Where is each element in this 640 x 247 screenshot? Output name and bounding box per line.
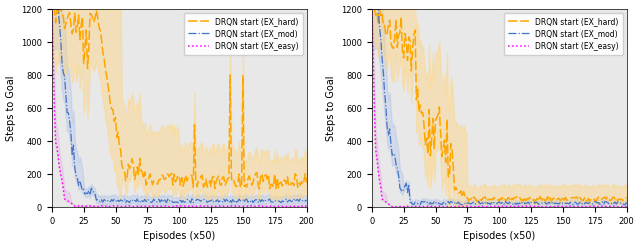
DRQN start (EX_mod) <box>141 198 148 201</box>
DRQN start (EX_mod) <box>155 198 163 201</box>
DRQN start (EX_hard) <box>282 182 290 185</box>
Y-axis label: Steps to Goal: Steps to Goal <box>326 75 335 141</box>
DRQN start (EX_mod) <box>71 166 79 169</box>
DRQN start (EX_hard) <box>141 171 148 174</box>
DRQN start (EX_easy) <box>507 205 515 208</box>
DRQN start (EX_mod) <box>49 8 57 11</box>
DRQN start (EX_easy) <box>282 205 290 208</box>
DRQN start (EX_mod) <box>48 8 56 11</box>
DRQN start (EX_hard) <box>155 178 163 181</box>
DRQN start (EX_easy) <box>369 57 377 60</box>
DRQN start (EX_easy) <box>476 205 484 208</box>
Line: DRQN start (EX_hard): DRQN start (EX_hard) <box>372 9 627 201</box>
DRQN start (EX_mod) <box>476 202 484 205</box>
DRQN start (EX_hard) <box>368 8 376 11</box>
Line: DRQN start (EX_mod): DRQN start (EX_mod) <box>372 9 627 205</box>
DRQN start (EX_easy) <box>623 205 630 208</box>
DRQN start (EX_mod) <box>369 8 377 11</box>
DRQN start (EX_easy) <box>602 205 610 208</box>
Line: DRQN start (EX_mod): DRQN start (EX_mod) <box>52 9 307 203</box>
DRQN start (EX_mod) <box>282 198 290 201</box>
DRQN start (EX_easy) <box>155 205 163 208</box>
DRQN start (EX_hard) <box>369 8 377 11</box>
DRQN start (EX_mod) <box>507 202 515 205</box>
DRQN start (EX_easy) <box>462 205 470 208</box>
DRQN start (EX_easy) <box>186 205 193 208</box>
DRQN start (EX_hard) <box>303 181 310 184</box>
DRQN start (EX_mod) <box>391 154 399 157</box>
Line: DRQN start (EX_easy): DRQN start (EX_easy) <box>372 9 627 207</box>
DRQN start (EX_easy) <box>303 205 310 208</box>
DRQN start (EX_mod) <box>303 199 310 202</box>
DRQN start (EX_easy) <box>141 205 148 208</box>
X-axis label: Episodes (x50): Episodes (x50) <box>143 231 215 242</box>
Line: DRQN start (EX_hard): DRQN start (EX_hard) <box>52 9 307 189</box>
DRQN start (EX_hard) <box>461 194 468 197</box>
DRQN start (EX_hard) <box>186 175 193 178</box>
Legend: DRQN start (EX_hard), DRQN start (EX_mod), DRQN start (EX_easy): DRQN start (EX_hard), DRQN start (EX_mod… <box>504 13 623 55</box>
DRQN start (EX_mod) <box>186 199 193 202</box>
DRQN start (EX_hard) <box>507 200 515 203</box>
Y-axis label: Steps to Goal: Steps to Goal <box>6 75 15 141</box>
Legend: DRQN start (EX_hard), DRQN start (EX_mod), DRQN start (EX_easy): DRQN start (EX_hard), DRQN start (EX_mod… <box>184 13 303 55</box>
DRQN start (EX_hard) <box>48 8 56 11</box>
DRQN start (EX_hard) <box>49 8 57 11</box>
DRQN start (EX_hard) <box>506 197 513 200</box>
DRQN start (EX_easy) <box>71 205 79 208</box>
DRQN start (EX_mod) <box>602 200 610 203</box>
DRQN start (EX_hard) <box>255 187 263 190</box>
DRQN start (EX_mod) <box>623 201 630 204</box>
DRQN start (EX_mod) <box>368 8 376 11</box>
DRQN start (EX_hard) <box>71 12 79 15</box>
Line: DRQN start (EX_easy): DRQN start (EX_easy) <box>52 9 307 207</box>
DRQN start (EX_hard) <box>475 200 483 203</box>
DRQN start (EX_easy) <box>392 205 400 208</box>
DRQN start (EX_easy) <box>48 8 56 11</box>
DRQN start (EX_hard) <box>602 197 610 200</box>
DRQN start (EX_easy) <box>49 57 57 60</box>
DRQN start (EX_easy) <box>368 8 376 11</box>
DRQN start (EX_mod) <box>462 201 470 204</box>
DRQN start (EX_mod) <box>277 201 285 204</box>
X-axis label: Episodes (x50): Episodes (x50) <box>463 231 535 242</box>
DRQN start (EX_mod) <box>438 203 445 206</box>
DRQN start (EX_hard) <box>623 197 630 200</box>
DRQN start (EX_easy) <box>391 205 399 208</box>
DRQN start (EX_easy) <box>271 205 278 208</box>
DRQN start (EX_hard) <box>391 36 399 39</box>
